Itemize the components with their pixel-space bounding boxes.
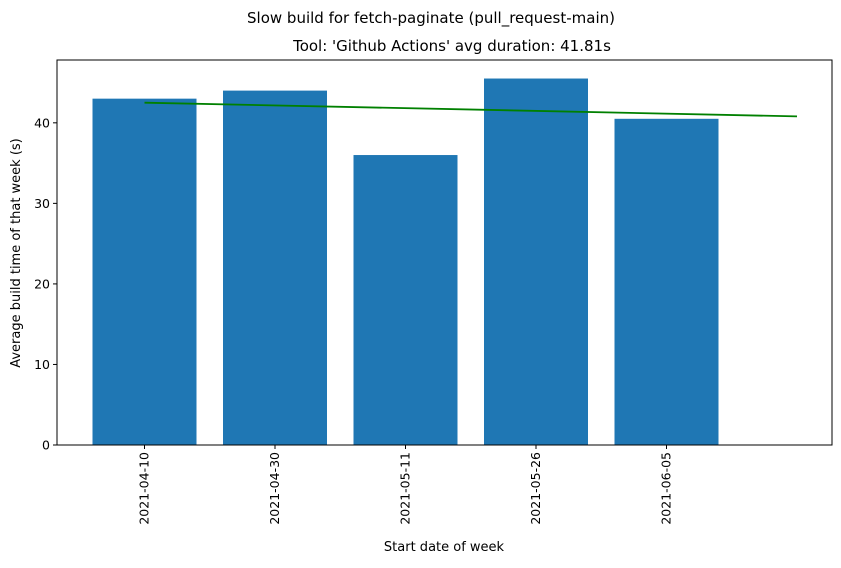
- x-tick-label-2021-06-05: 2021-06-05: [659, 452, 674, 525]
- x-tick-label-2021-05-11: 2021-05-11: [398, 452, 413, 525]
- trend-line: [144, 101, 798, 118]
- y-tick-label-40: 40: [34, 115, 50, 130]
- x-tick-label-2021-05-26: 2021-05-26: [528, 452, 543, 525]
- y-axis-label: Average build time of that week (s): [9, 138, 24, 368]
- bar-2021-05-11: [353, 155, 458, 445]
- chart-suptitle: Slow build for fetch-paginate (pull_requ…: [247, 9, 615, 28]
- y-tick-label-20: 20: [34, 276, 50, 291]
- bar-2021-04-10: [92, 98, 197, 446]
- x-tick-label-2021-04-30: 2021-04-30: [267, 452, 282, 525]
- x-axis-label: Start date of week: [384, 540, 505, 555]
- plot-area: 0 10 20 30 40 2021-04-10 2021-04-30 2021-05-11 2…: [34, 78, 798, 525]
- chart-title: Tool: 'Github Actions' avg duration: 41.…: [292, 37, 611, 55]
- bar-2021-06-05: [614, 118, 719, 446]
- y-tick-label-10: 10: [34, 357, 50, 372]
- plot-frame: [56, 59, 833, 446]
- y-tick-label-0: 0: [42, 438, 50, 453]
- y-tick-label-30: 30: [34, 196, 50, 211]
- bar-2021-05-26: [484, 78, 588, 445]
- bar-2021-04-30: [223, 90, 327, 446]
- x-tick-label-2021-04-10: 2021-04-10: [137, 452, 152, 525]
